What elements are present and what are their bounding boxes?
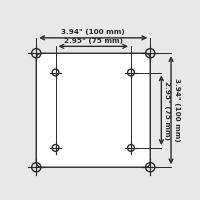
- Text: 2.95" (75 mm): 2.95" (75 mm): [64, 38, 123, 44]
- Text: 3.94" (100 mm): 3.94" (100 mm): [61, 29, 125, 35]
- Text: 3.94" (100 mm): 3.94" (100 mm): [174, 78, 180, 142]
- FancyBboxPatch shape: [36, 53, 150, 167]
- Text: 2.95" (75 mm): 2.95" (75 mm): [164, 81, 170, 140]
